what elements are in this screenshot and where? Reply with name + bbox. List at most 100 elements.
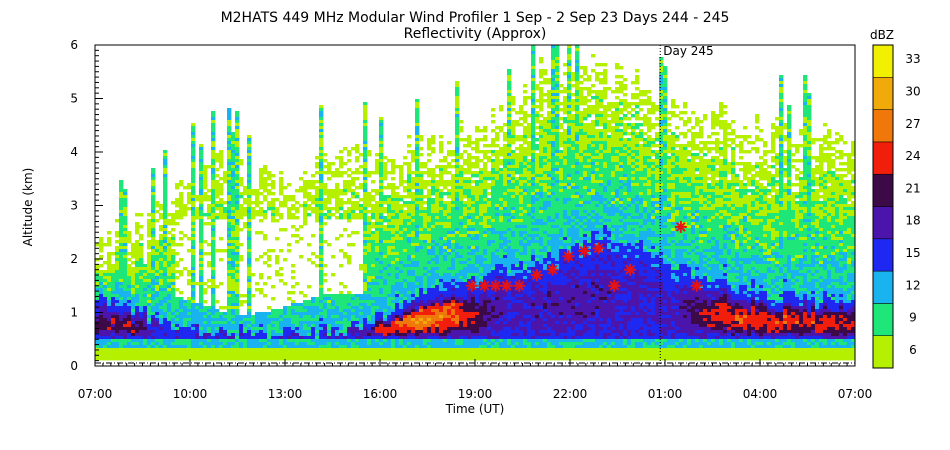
heatmap-cell: [427, 279, 432, 283]
heatmap-cell: [379, 183, 384, 187]
heatmap-cell: [311, 318, 316, 322]
heatmap-cell: [375, 270, 380, 274]
heatmap-cell: [379, 216, 384, 220]
heatmap-cell: [123, 222, 128, 226]
heatmap-cell: [423, 315, 428, 319]
heatmap-cell: [227, 135, 232, 139]
heatmap-cell: [323, 315, 328, 319]
heatmap-cell: [451, 300, 456, 304]
heatmap-cell: [263, 171, 268, 175]
heatmap-cell: [407, 300, 412, 304]
heatmap-cell: [375, 303, 380, 307]
heatmap-cell: [335, 171, 340, 175]
heatmap-cell: [455, 321, 460, 325]
heatmap-cell: [163, 258, 168, 262]
heatmap-cell: [331, 297, 336, 301]
heatmap-cell: [423, 270, 428, 274]
heatmap-cell: [199, 261, 204, 265]
heatmap-cell: [391, 159, 396, 163]
heatmap-cell: [407, 264, 412, 268]
heatmap-cell: [227, 357, 232, 361]
heatmap-cell: [331, 192, 336, 196]
heatmap-cell: [391, 246, 396, 250]
heatmap-cell: [191, 237, 196, 241]
heatmap-cell: [135, 297, 140, 301]
heatmap-cell: [235, 324, 240, 328]
heatmap-cell: [279, 183, 284, 187]
heatmap-cell: [111, 303, 116, 307]
heatmap-cell: [267, 306, 272, 310]
heatmap-cell: [347, 210, 352, 214]
heatmap-cell: [455, 273, 460, 277]
heatmap-cell: [447, 213, 452, 217]
heatmap-cell: [427, 303, 432, 307]
heatmap-cell: [287, 306, 292, 310]
heatmap-cell: [191, 129, 196, 133]
heatmap-cell: [171, 315, 176, 319]
heatmap-cell: [267, 336, 272, 340]
heatmap-cell: [115, 333, 120, 337]
heatmap-cell: [375, 348, 380, 352]
heatmap-cell: [355, 330, 360, 334]
heatmap-cell: [327, 201, 332, 205]
heatmap-cell: [447, 318, 452, 322]
heatmap-cell: [427, 219, 432, 223]
heatmap-cell: [99, 303, 104, 307]
heatmap-cell: [467, 264, 472, 268]
heatmap-cell: [195, 345, 200, 349]
heatmap-cell: [191, 261, 196, 265]
heatmap-cell: [319, 156, 324, 160]
heatmap-cell: [375, 219, 380, 223]
heatmap-cell: [239, 345, 244, 349]
heatmap-cell: [451, 294, 456, 298]
heatmap-cell: [347, 300, 352, 304]
heatmap-cell: [279, 171, 284, 175]
heatmap-cell: [211, 168, 216, 172]
heatmap-cell: [323, 306, 328, 310]
heatmap-cell: [455, 315, 460, 319]
heatmap-cell: [163, 165, 168, 169]
heatmap-cell: [443, 303, 448, 307]
heatmap-cell: [175, 333, 180, 337]
heatmap-cell: [419, 336, 424, 340]
heatmap-cell: [315, 312, 320, 316]
heatmap-cell: [451, 354, 456, 358]
heatmap-cell: [283, 204, 288, 208]
heatmap-cell: [399, 255, 404, 259]
heatmap-cell: [435, 261, 440, 265]
heatmap-cell: [203, 177, 208, 181]
heatmap-cell: [435, 321, 440, 325]
heatmap-cell: [471, 264, 476, 268]
heatmap-cell: [231, 201, 236, 205]
heatmap-cell: [155, 300, 160, 304]
heatmap-cell: [379, 186, 384, 190]
heatmap-cell: [375, 204, 380, 208]
heatmap-cell: [379, 267, 384, 271]
heatmap-cell: [447, 267, 452, 271]
heatmap-cell: [359, 318, 364, 322]
heatmap-cell: [151, 318, 156, 322]
heatmap-cell: [443, 291, 448, 295]
heatmap-cell: [219, 336, 224, 340]
heatmap-cell: [391, 336, 396, 340]
heatmap-cell: [467, 255, 472, 259]
heatmap-cell: [379, 213, 384, 217]
heatmap-cell: [447, 252, 452, 256]
heatmap-cell: [383, 273, 388, 277]
heatmap-cell: [255, 330, 260, 334]
heatmap-cell: [483, 300, 488, 304]
heatmap-cell: [203, 186, 208, 190]
heatmap-cell: [431, 249, 436, 253]
heatmap-cell: [431, 150, 436, 154]
heatmap-cell: [259, 183, 264, 187]
heatmap-cell: [447, 312, 452, 316]
heatmap-cell: [487, 261, 492, 265]
heatmap-cell: [319, 273, 324, 277]
heatmap-cell: [163, 354, 168, 358]
heatmap-cell: [483, 210, 488, 214]
heatmap-cell: [243, 207, 248, 211]
heatmap-cell: [231, 294, 236, 298]
heatmap-cell: [151, 333, 156, 337]
heatmap-cell: [443, 288, 448, 292]
heatmap-cell: [351, 189, 356, 193]
